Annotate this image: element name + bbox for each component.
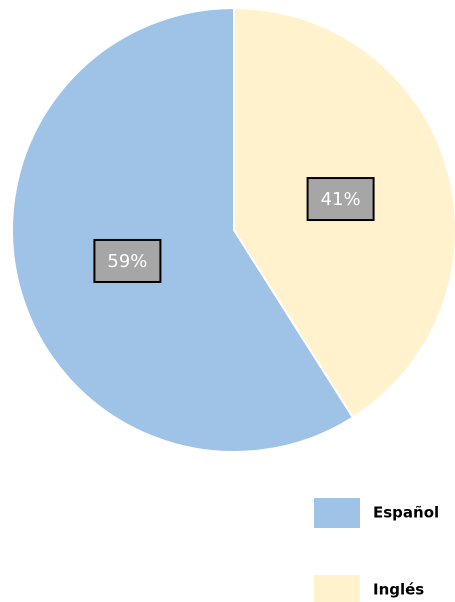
legend-label: Inglés (373, 581, 424, 599)
data-label-box (306, 177, 375, 222)
data-label-box (93, 238, 162, 283)
data-label: 41% (321, 189, 361, 210)
legend-swatch (314, 498, 360, 528)
pie-slice (11, 6, 355, 453)
legend-label: Español (373, 504, 439, 522)
legend-swatch (314, 575, 360, 602)
data-label: 59% (107, 251, 147, 272)
